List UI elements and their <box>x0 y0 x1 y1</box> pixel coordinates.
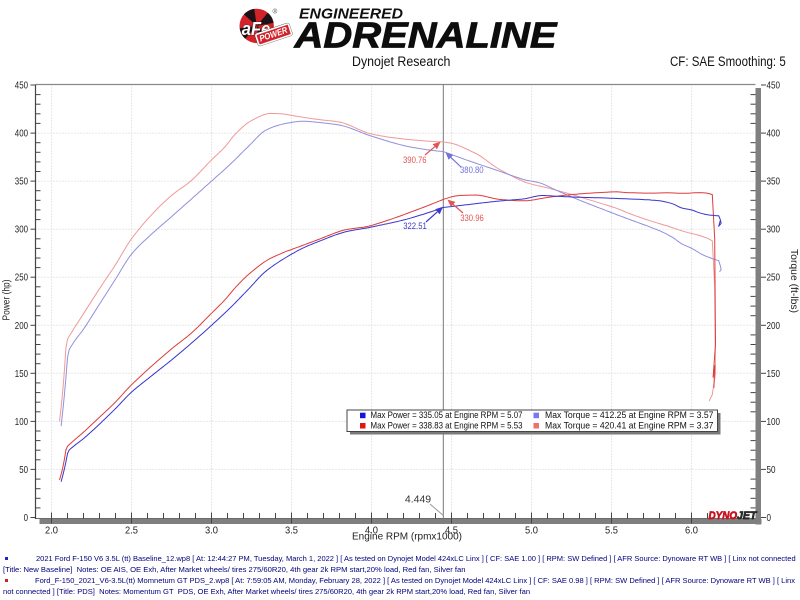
svg-text:380.80: 380.80 <box>460 165 484 175</box>
svg-text:450: 450 <box>15 80 28 92</box>
svg-text:150: 150 <box>15 368 28 380</box>
svg-text:50: 50 <box>767 464 776 476</box>
svg-text:150: 150 <box>767 368 781 380</box>
svg-text:0: 0 <box>767 512 772 524</box>
svg-text:Max Torque = 412.25 at Engine: Max Torque = 412.25 at Engine RPM = 3.57 <box>545 410 714 420</box>
svg-text:450: 450 <box>767 80 781 92</box>
svg-text:3.5: 3.5 <box>285 525 298 537</box>
svg-text:ENGINEERED: ENGINEERED <box>299 6 403 23</box>
svg-text:100: 100 <box>767 416 781 428</box>
svg-text:350: 350 <box>767 176 781 188</box>
svg-text:ADRENALINE: ADRENALINE <box>293 15 558 56</box>
svg-text:5.0: 5.0 <box>525 525 538 537</box>
svg-text:100: 100 <box>15 416 28 428</box>
svg-text:DYNO: DYNO <box>709 510 738 522</box>
svg-text:322.51: 322.51 <box>403 221 427 231</box>
svg-text:JET: JET <box>737 510 758 522</box>
svg-text:Torque (ft-lbs): Torque (ft-lbs) <box>788 249 799 313</box>
svg-text:350: 350 <box>15 176 28 188</box>
svg-text:®: ® <box>273 8 278 16</box>
svg-text:Power (hp): Power (hp) <box>2 280 13 321</box>
svg-text:6.0: 6.0 <box>685 525 698 537</box>
svg-text:Max Power = 335.05 at Engine R: Max Power = 335.05 at Engine RPM = 5.07 <box>371 410 523 420</box>
svg-text:5.5: 5.5 <box>605 525 618 537</box>
svg-text:200: 200 <box>767 320 781 332</box>
svg-text:400: 400 <box>767 128 781 140</box>
svg-text:4.0: 4.0 <box>365 525 378 537</box>
svg-text:0: 0 <box>24 512 29 524</box>
svg-text:400: 400 <box>15 128 28 140</box>
svg-text:390.76: 390.76 <box>403 155 427 165</box>
svg-text:4.5: 4.5 <box>445 525 458 537</box>
svg-text:250: 250 <box>767 272 781 284</box>
svg-text:4.449: 4.449 <box>405 493 431 505</box>
svg-text:200: 200 <box>15 320 28 332</box>
svg-text:Max Power = 338.83 at Engine R: Max Power = 338.83 at Engine RPM = 5.53 <box>371 421 523 431</box>
svg-text:250: 250 <box>15 272 28 284</box>
svg-text:50: 50 <box>19 464 28 476</box>
svg-text:Max Torque = 420.41 at Engine: Max Torque = 420.41 at Engine RPM = 3.37 <box>545 421 714 431</box>
svg-text:300: 300 <box>15 224 28 236</box>
svg-text:330.96: 330.96 <box>460 213 484 223</box>
svg-text:Engine RPM (rpmx1000): Engine RPM (rpmx1000) <box>352 532 462 543</box>
svg-text:2.0: 2.0 <box>45 525 58 537</box>
svg-text:300: 300 <box>767 224 781 236</box>
svg-text:2.5: 2.5 <box>125 525 138 537</box>
svg-text:3.0: 3.0 <box>205 525 218 537</box>
